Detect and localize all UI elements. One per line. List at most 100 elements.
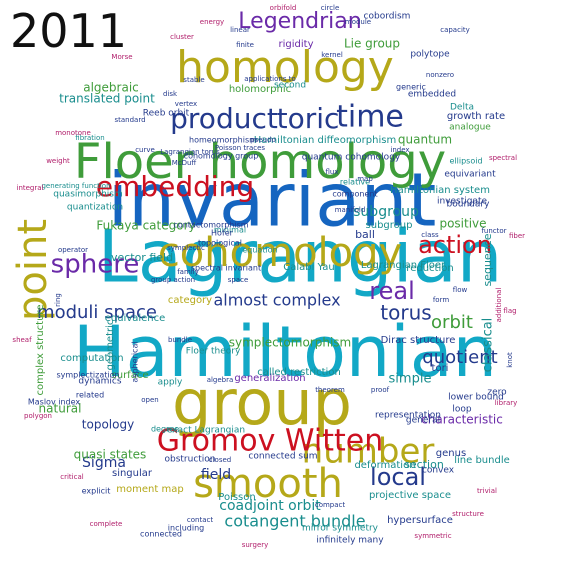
word-cobordism: cobordism: [364, 12, 411, 22]
word-bundle: bundle: [168, 336, 192, 344]
word-family: family: [177, 268, 199, 276]
word-called-restriction: called restriction: [257, 367, 341, 378]
word-coadjoint-orbit: coadjoint orbit: [219, 498, 321, 514]
word-knot: knot: [506, 352, 514, 368]
word-group-action: group action: [151, 276, 195, 284]
word-cohomology: cohomology: [158, 230, 402, 276]
word-additional: additional: [495, 288, 503, 323]
word-complex-structure: complex structure: [35, 305, 46, 396]
word-orbifold: orbifold: [270, 4, 297, 12]
word-poisson: Poisson: [218, 492, 255, 503]
word-surface: surface: [112, 370, 149, 381]
word-real: real: [369, 277, 414, 305]
word-translated-point: translated point: [59, 92, 155, 106]
word-form: form: [433, 296, 450, 304]
word-calabi-yau: Calabi Yau: [283, 262, 335, 273]
word-embedding: embedding: [96, 170, 254, 203]
word-dirac-structure: Dirac structure: [381, 335, 456, 346]
word-tori: tori: [432, 363, 449, 374]
word-algebraic: algebraic: [83, 81, 139, 95]
word-smooth: smooth: [193, 461, 343, 507]
word-action: action: [418, 231, 492, 259]
word-number: number: [302, 432, 435, 472]
word-subgroup: subgroup: [353, 204, 419, 220]
word-natural: natural: [39, 402, 82, 416]
word-compact: compact: [315, 501, 346, 509]
word-standard: standard: [114, 116, 145, 124]
word-ellipsoid: ellipsoid: [449, 157, 482, 166]
word-symplectization: symplectization: [56, 371, 119, 380]
word-operator: operator: [58, 246, 88, 254]
word-analogue: analogue: [449, 123, 491, 133]
word-quasimorphism: quasimorphism: [53, 190, 122, 200]
word-explicit: explicit: [82, 487, 111, 496]
word-moduli-space: moduli space: [37, 302, 157, 323]
word-singular: singular: [112, 468, 153, 479]
word-index: index: [390, 146, 409, 154]
word-gromov-witten: Gromov Witten: [157, 424, 383, 459]
word-local: local: [370, 463, 426, 491]
word-subgroup: subgroup: [366, 220, 413, 231]
word-complete: complete: [90, 520, 123, 528]
word-lagrangian-torus: Lagrangian torus: [160, 148, 220, 156]
word-mirror-symmetry: mirror symmetry: [302, 524, 379, 534]
word-dynamics: dynamics: [78, 377, 121, 387]
word-generating-function: generating function: [41, 182, 110, 190]
word-time: time: [336, 100, 404, 135]
word-module: module: [345, 18, 371, 26]
word-cohomology-group: cohomology group: [184, 152, 259, 161]
word-vector-field: vector field: [111, 251, 173, 264]
word-fukaya-category: Fukaya category: [96, 219, 195, 233]
word-hamiltonian-system: Hamiltonian system: [390, 185, 490, 196]
word-space: space: [228, 276, 249, 284]
word-floer-homology: Floer homology: [74, 134, 446, 190]
word-convex: convex: [422, 466, 455, 476]
word-curve: curve: [135, 146, 155, 154]
word-symplectic: symplectic: [167, 244, 205, 252]
word-library: library: [495, 399, 518, 407]
word-flag: flag: [503, 307, 516, 315]
word-monotone: monotone: [55, 129, 91, 137]
word-infinitely-many: infinitely many: [316, 536, 384, 546]
word-representation: representation: [375, 411, 441, 421]
year-label: 2011: [10, 4, 128, 58]
word-exact-lagrangian: exact Lagrangian: [167, 426, 245, 436]
word-closed: closed: [209, 456, 231, 464]
word-including: including: [168, 524, 204, 533]
word-related: related: [76, 391, 104, 400]
word-fiber: fiber: [509, 232, 525, 240]
word-capacity: capacity: [440, 26, 470, 34]
word-deformation: deformation: [354, 460, 415, 471]
word-map: map: [357, 175, 373, 183]
word-loop: loop: [452, 405, 472, 415]
word-delta: Delta: [450, 103, 474, 113]
word-open: open: [141, 396, 158, 404]
word-moment-map: moment map: [116, 484, 183, 495]
word-kernel: kernel: [321, 51, 343, 59]
word-connected-sum: connected sum: [248, 452, 317, 462]
word-generic: generic: [396, 83, 426, 92]
word-sigma: Sigma: [82, 455, 126, 471]
word-topological: topological: [198, 239, 242, 248]
word-torus: torus: [380, 301, 431, 325]
word-finite: finite: [236, 41, 254, 49]
word-lagrangian: Lagrangian: [98, 215, 503, 299]
word-stable: stable: [183, 76, 204, 84]
word-pseudo: pseudo: [250, 136, 276, 144]
word-applications-to: applications to: [244, 75, 296, 83]
word-vertex: vertex: [175, 100, 197, 108]
word-polytope: polytope: [410, 50, 450, 60]
word-cluster: cluster: [170, 33, 194, 41]
word-projective-space: projective space: [369, 490, 451, 501]
word-surgery: surgery: [242, 541, 269, 549]
word-quantization: quantization: [67, 203, 123, 213]
word-hamiltonian-diffeomorphism: Hamiltonian diffeomorphism: [254, 135, 396, 146]
word-equation: equation: [242, 246, 277, 255]
word-almost-complex: almost complex: [213, 291, 340, 310]
word-cotangent-bundle: cotangent bundle: [224, 512, 365, 531]
word-circle: circle: [321, 4, 340, 12]
word-equivariant: equivariant: [444, 170, 496, 180]
word-section: section: [404, 458, 444, 471]
word-product: product: [170, 102, 278, 135]
word-toric: toric: [277, 102, 340, 135]
